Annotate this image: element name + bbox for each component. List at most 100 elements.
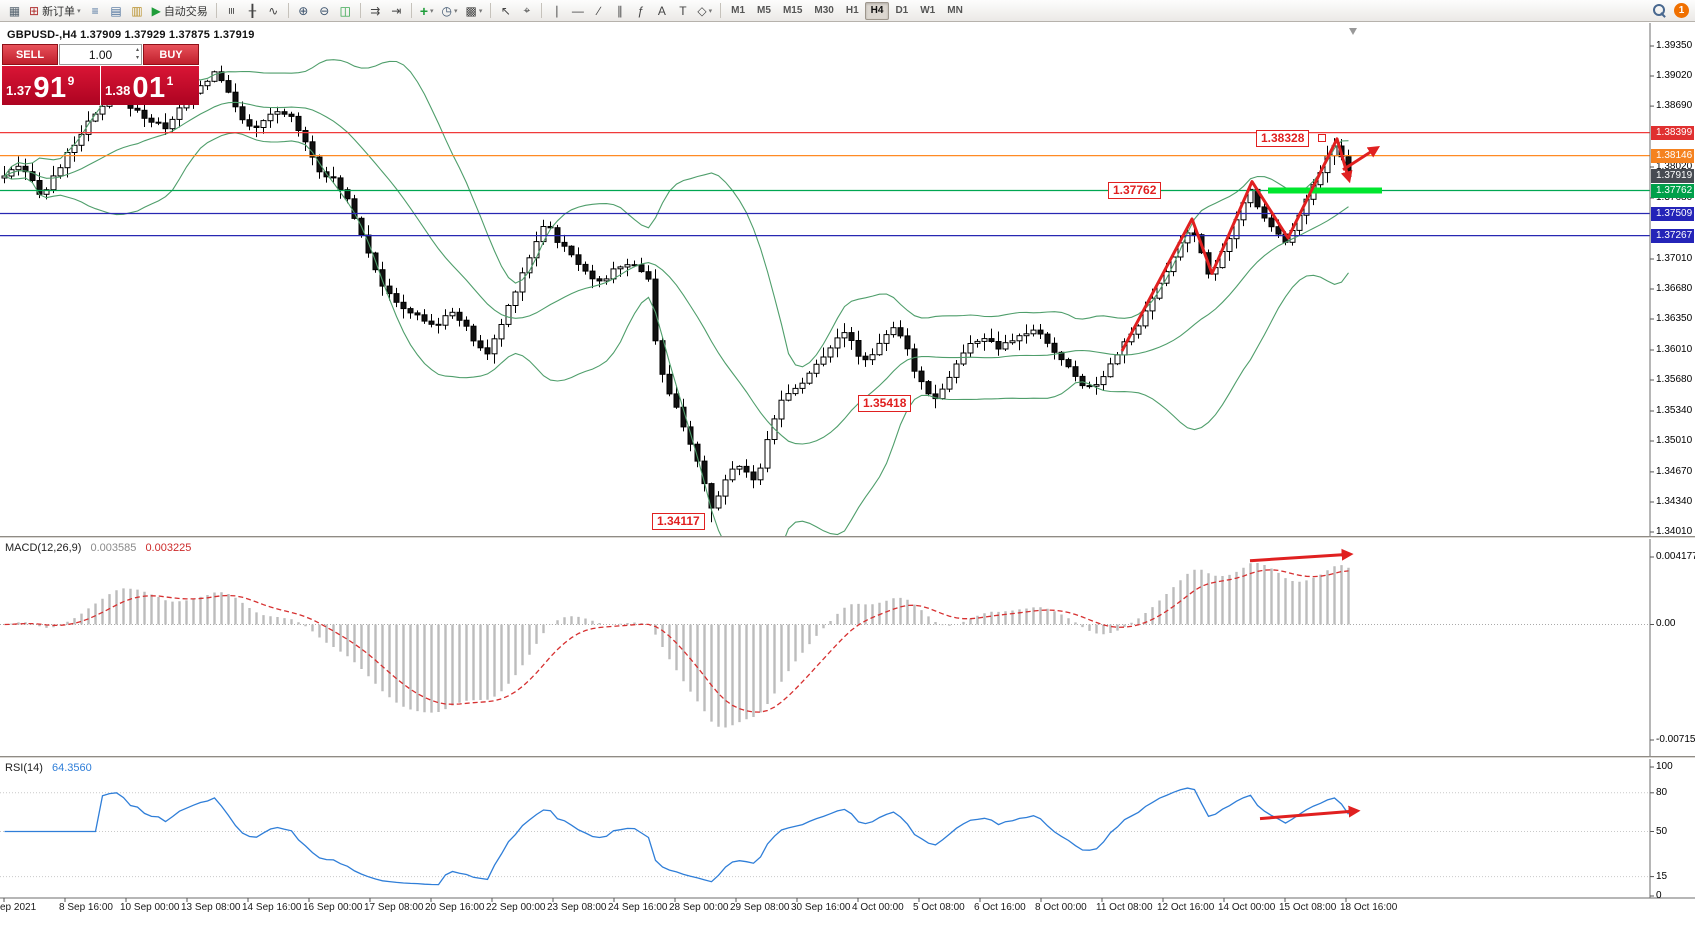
new-chart-icon: ▦ — [8, 3, 21, 18]
shapes-icon: ◇ — [697, 3, 707, 18]
zoom-out-icon: ⊖ — [319, 3, 330, 18]
bid-price[interactable]: 1.37 91 9 — [2, 66, 100, 105]
timeframe-button-h4[interactable]: H4 — [864, 1, 890, 20]
price-callout-1.35418[interactable]: 1.35418 — [858, 394, 912, 412]
search-icon[interactable] — [1653, 4, 1666, 17]
price-callout-1.37762[interactable]: 1.37762 — [1108, 181, 1162, 199]
time-label-7: 17 Sep 08:00 — [364, 902, 424, 913]
cursor-icon: ↖ — [500, 3, 511, 18]
chevron-down-icon: ▾ — [454, 7, 458, 15]
pane-separator-rsi[interactable] — [0, 756, 1695, 759]
time-label-22: 15 Oct 08:00 — [1279, 902, 1337, 913]
time-label-17: 6 Oct 16:00 — [974, 902, 1026, 913]
pane-separator-macd[interactable] — [0, 536, 1695, 539]
macd-scale-0.00: 0.00 — [1656, 618, 1676, 630]
timeframe-button-m1[interactable]: M1 — [731, 5, 746, 16]
ask-prefix: 1.38 — [105, 83, 131, 98]
fibonacci-button[interactable]: ƒ — [630, 1, 651, 20]
macd-arrow[interactable] — [1249, 548, 1354, 563]
autotrading-play-button[interactable]: ▶ 自动交易 — [148, 1, 212, 20]
one-click-trading-panel: SELL 1.00 ▴ ▾ BUY 1.37 91 9 1.38 01 1 — [2, 44, 199, 105]
toolbar-separator — [410, 3, 412, 18]
macd-scale-0.004177: 0.004177 — [1656, 551, 1695, 562]
price-tick-1.34010: 1.34010 — [1656, 525, 1693, 537]
timeframe-button-mn[interactable]: MN — [947, 5, 963, 16]
price-callout-1.38328[interactable]: 1.38328 — [1256, 130, 1310, 147]
bar-chart-button[interactable]: ≡ — [221, 1, 242, 20]
auto-scroll-button[interactable]: ⇉ — [365, 1, 386, 20]
trend-arrow-1[interactable] — [1120, 137, 1353, 352]
channel-button[interactable]: ∥ — [609, 1, 630, 20]
candlestick-chart-button[interactable]: ╂ — [242, 1, 263, 20]
buy-button[interactable]: BUY — [143, 44, 199, 65]
text-label-button[interactable]: T — [672, 1, 693, 20]
navigator-button[interactable]: ▥ — [127, 1, 148, 20]
candlesticks[interactable] — [1, 65, 1352, 523]
notification-badge[interactable]: 1 — [1674, 3, 1689, 18]
market-watch-icon: ≡ — [91, 3, 99, 18]
horizontal-line-button[interactable]: ― — [567, 1, 588, 20]
text-button[interactable]: A — [651, 1, 672, 20]
volume-field[interactable]: 1.00 ▴ ▾ — [59, 44, 142, 65]
shapes-button[interactable]: ◇ ▾ — [693, 1, 716, 20]
time-label-20: 12 Oct 16:00 — [1157, 902, 1215, 913]
timeframe-button-d1[interactable]: D1 — [895, 5, 909, 16]
order-ticket-icon: ⊞ — [29, 3, 40, 18]
macd-signal-value: 0.003225 — [145, 542, 192, 554]
time-label-13: 29 Sep 08:00 — [730, 902, 790, 913]
timeframe-button-h1[interactable]: H1 — [845, 5, 859, 16]
channel-icon: ∥ — [616, 3, 623, 18]
time-axis[interactable]: ep 2021 8 Sep 16:00 10 Sep 00:00 13 Sep 08:… — [0, 898, 1695, 943]
data-window-icon: ▤ — [110, 3, 122, 18]
indicators-button[interactable]: + ▾ — [416, 1, 438, 20]
rsi-name: RSI(14) — [5, 762, 43, 774]
timeframe-button-m30[interactable]: M30 — [814, 5, 834, 16]
main-toolbar: ▦ ⊞ 新订单 ▾ ≡ ▤ ▥ ▶ 自动交易 ≡ ╂ ∿ ⊕ ⊖ ◫ ⇉ ⇥ + ▾ ◷ ▾ ▩ ▾ ↖ ⌖ ∣ ― ∕ ∥ ƒ A T ◇ ▾ M… — [0, 0, 1695, 22]
new-chart-button[interactable]: ▦ — [4, 1, 25, 20]
chevron-down-icon: ▾ — [478, 7, 483, 15]
price-tick-1.39350: 1.39350 — [1656, 40, 1693, 51]
tile-windows-button[interactable]: ◫ — [335, 1, 356, 20]
price-tag-1.37509: 1.37509 — [1651, 206, 1694, 221]
sell-button[interactable]: SELL — [2, 44, 58, 65]
price-callout-1.34117[interactable]: 1.34117 — [652, 513, 705, 531]
periods-button[interactable]: ◷ ▾ — [438, 1, 462, 20]
line-chart-button[interactable]: ∿ — [263, 1, 284, 20]
ask-price[interactable]: 1.38 01 1 — [101, 66, 199, 105]
data-window-button[interactable]: ▤ — [106, 1, 127, 20]
macd-main-value: 0.003585 — [90, 542, 137, 554]
toolbar-buttons: ▦ ⊞ 新订单 ▾ ≡ ▤ ▥ ▶ 自动交易 ≡ ╂ ∿ ⊕ ⊖ ◫ ⇉ ⇥ + ▾ ◷ ▾ ▩ ▾ ↖ ⌖ ∣ ― ∕ ∥ ƒ A T ◇ ▾ M… — [4, 0, 969, 22]
price-tick-1.35340: 1.35340 — [1656, 404, 1693, 416]
market-watch-button[interactable]: ≡ — [85, 1, 106, 20]
trendline-button[interactable]: ∕ — [588, 1, 609, 20]
price-tick-1.38020: 1.38020 — [1656, 161, 1693, 173]
order-ticket-button[interactable]: ⊞ 新订单 ▾ — [25, 1, 85, 20]
cursor-button[interactable]: ↖ — [495, 1, 516, 20]
time-label-6: 16 Sep 00:00 — [303, 902, 363, 913]
toolbar-separator — [215, 3, 217, 18]
text-label-icon: T — [679, 3, 687, 18]
toolbar-separator — [541, 3, 543, 18]
templates-button[interactable]: ▩ ▾ — [462, 1, 487, 20]
price-axis[interactable]: 1.393501.390201.386901.380201.376801.370… — [1650, 23, 1695, 901]
navigator-icon: ▥ — [131, 3, 143, 18]
time-label-3: 10 Sep 00:00 — [120, 902, 180, 913]
time-label-18: 8 Oct 00:00 — [1035, 902, 1087, 913]
timeframe-button-m5[interactable]: M5 — [757, 5, 771, 16]
trend-arrow-2[interactable] — [1342, 145, 1381, 172]
fibonacci-icon: ƒ — [637, 3, 645, 18]
zoom-in-button[interactable]: ⊕ — [293, 1, 314, 20]
timeframe-button-w1[interactable]: W1 — [920, 5, 936, 16]
ask-big-digits: 01 — [132, 72, 166, 104]
rsi-scale-50: 50 — [1656, 825, 1668, 837]
timeframe-button-m15[interactable]: M15 — [782, 5, 803, 16]
time-label-10: 23 Sep 08:00 — [547, 902, 607, 913]
zoom-out-button[interactable]: ⊖ — [314, 1, 335, 20]
chart-shift-button[interactable]: ⇥ — [386, 1, 407, 20]
rsi-arrow[interactable] — [1259, 805, 1361, 821]
crosshair-button[interactable]: ⌖ — [516, 1, 537, 20]
vertical-line-button[interactable]: ∣ — [546, 1, 567, 20]
volume-stepper-icons[interactable]: ▴ ▾ — [135, 47, 139, 61]
